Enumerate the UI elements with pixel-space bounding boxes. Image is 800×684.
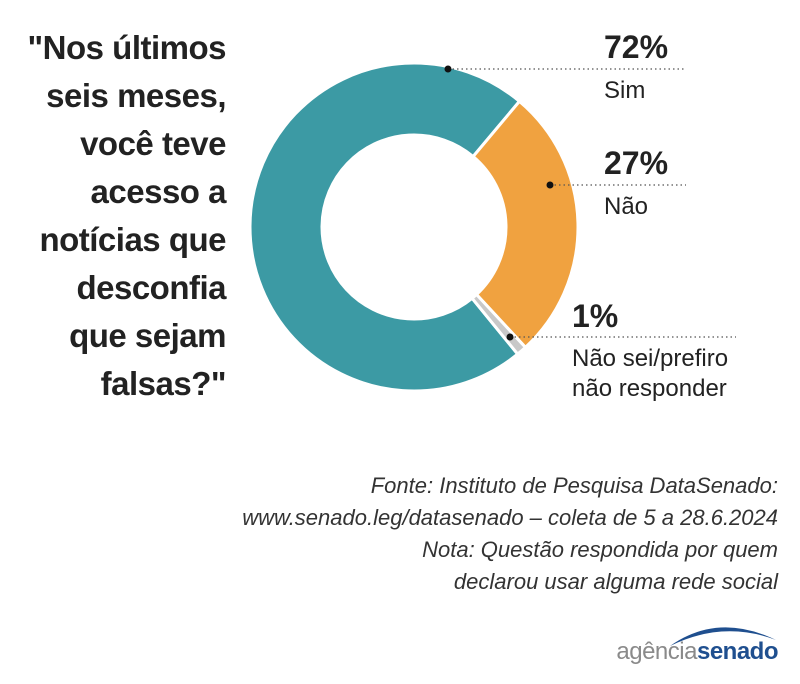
leader-dot [546,181,554,189]
leader-dot [506,333,514,341]
question-line: você teve [80,125,226,162]
slice-category-label: Não [604,193,648,220]
question-line: acesso a [90,173,227,210]
question-line: "Nos últimos [27,29,227,66]
logo-text: agênciasenado [616,638,778,666]
logo-text-senado: senado [696,638,779,665]
logo-text-agencia: agência [616,638,697,665]
question-line: falsas?" [100,365,227,402]
question-line: notícias que [39,221,226,258]
footer-line: Fonte: Instituto de Pesquisa DataSenado: [370,473,778,498]
slice-category-label: não responder [572,375,727,402]
question-line: desconfia [76,269,226,306]
donut-slice [248,61,522,393]
source-note: Fonte: Instituto de Pesquisa DataSenado:… [242,470,778,598]
question-line: seis meses, [46,77,226,114]
agencia-senado-logo: agênciasenado [578,618,779,670]
logo-swoosh-icon [670,627,776,646]
footer-line: www.senado.leg/datasenado – coleta de 5 … [242,505,778,530]
slice-category-label: Não sei/prefiro [572,345,728,372]
slice-percent-label: 72% [604,29,668,65]
question-line: que sejam [69,317,226,354]
slice-percent-label: 27% [604,145,668,181]
slice-category-label: Sim [604,77,645,104]
donut-slice [471,99,580,350]
slice-percent-label: 1% [572,298,618,334]
footer-line: Nota: Questão respondida por quem [422,537,778,562]
footer-line: declarou usar alguma rede social [453,569,778,594]
leader-dot [444,65,452,73]
chart-question-title: "Nos últimos seis meses, você teve acess… [0,24,227,408]
donut-chart: 72% Sim 27% Não 1% Não sei/prefiro não respond… [248,29,736,402]
